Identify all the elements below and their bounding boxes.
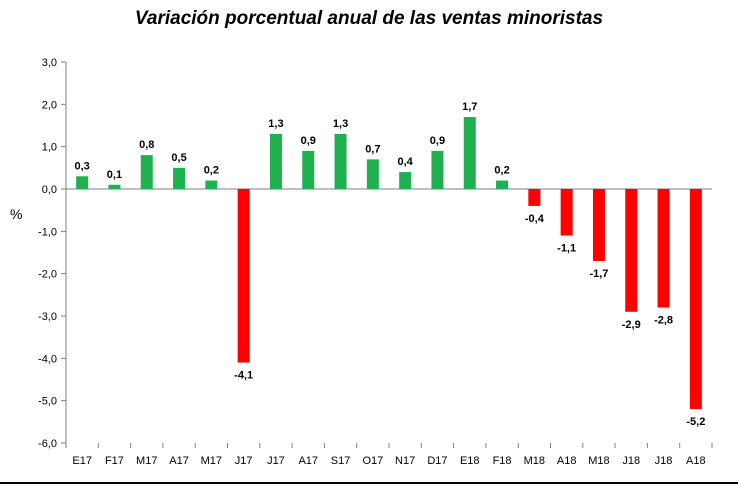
x-tick-label: E18 [460,455,480,467]
data-label: 0,8 [139,139,154,151]
x-tick-label: A18 [686,455,706,467]
bar [560,189,573,236]
bar [496,180,509,189]
y-tick-label: 2,0 [42,99,57,111]
data-label: 0,4 [398,156,414,168]
bar [237,189,250,363]
bar [657,189,670,308]
data-label: -4,1 [234,370,253,382]
x-tick-label: O17 [362,455,383,467]
data-label: 1,3 [268,118,283,130]
y-tick-label: 0,0 [42,184,57,196]
data-label: 0,5 [171,152,186,164]
x-tick-label: A17 [298,455,318,467]
x-tick-label: F18 [493,455,512,467]
bar [269,133,282,189]
x-tick-label: J17 [235,455,253,467]
x-tick-label: M17 [136,455,157,467]
bar [76,176,89,189]
x-tick-label: J17 [267,455,285,467]
data-label: 0,3 [75,160,90,172]
data-label: -1,1 [557,243,576,255]
x-tick-label: E17 [72,455,92,467]
y-tick-label: -6,0 [38,438,57,450]
bar [528,189,541,206]
x-tick-label: A17 [169,455,189,467]
bar [625,189,638,312]
x-tick-label: A18 [557,455,577,467]
x-tick-label: D17 [427,455,447,467]
bar [366,159,379,189]
y-tick-label: 1,0 [42,142,57,154]
y-tick-label: -3,0 [38,311,57,323]
data-label: -2,9 [622,319,641,331]
bar [592,189,605,261]
x-tick-label: M17 [201,455,222,467]
x-tick-label: F17 [105,455,124,467]
data-label: 0,9 [301,135,316,147]
x-tick-label: J18 [622,455,640,467]
y-tick-label: -4,0 [38,353,57,365]
bar [205,180,218,189]
bar [173,167,186,189]
x-tick-label: S17 [331,455,351,467]
x-tick-label: J18 [655,455,673,467]
x-tick-label: M18 [524,455,545,467]
bar [140,155,153,189]
bar [399,172,412,189]
data-label: 0,2 [494,165,509,177]
data-label: 1,3 [333,118,348,130]
x-tick-label: N17 [395,455,415,467]
x-tick-label: M18 [588,455,609,467]
bar [334,133,347,189]
data-label: 0,9 [430,135,445,147]
chart-title: Variación porcentual anual de las ventas… [134,8,604,29]
y-tick-label: -2,0 [38,269,57,281]
bar [431,150,444,189]
data-label: -0,4 [525,213,545,225]
data-label: 1,7 [462,101,477,113]
data-label: -5,2 [686,416,705,428]
bar [302,150,315,189]
bar [463,117,476,189]
bottom-divider [0,482,738,484]
data-label: 0,2 [204,165,219,177]
bar [108,184,121,189]
data-label: -2,8 [654,315,673,327]
y-tick-label: 3,0 [42,57,57,69]
data-label: -1,7 [589,268,608,280]
data-label: 0,7 [365,143,380,155]
bar [689,189,702,410]
y-tick-label: -1,0 [38,226,57,238]
y-tick-label: -5,0 [38,396,57,408]
data-label: 0,1 [107,169,122,181]
y-axis-label: % [10,206,23,222]
